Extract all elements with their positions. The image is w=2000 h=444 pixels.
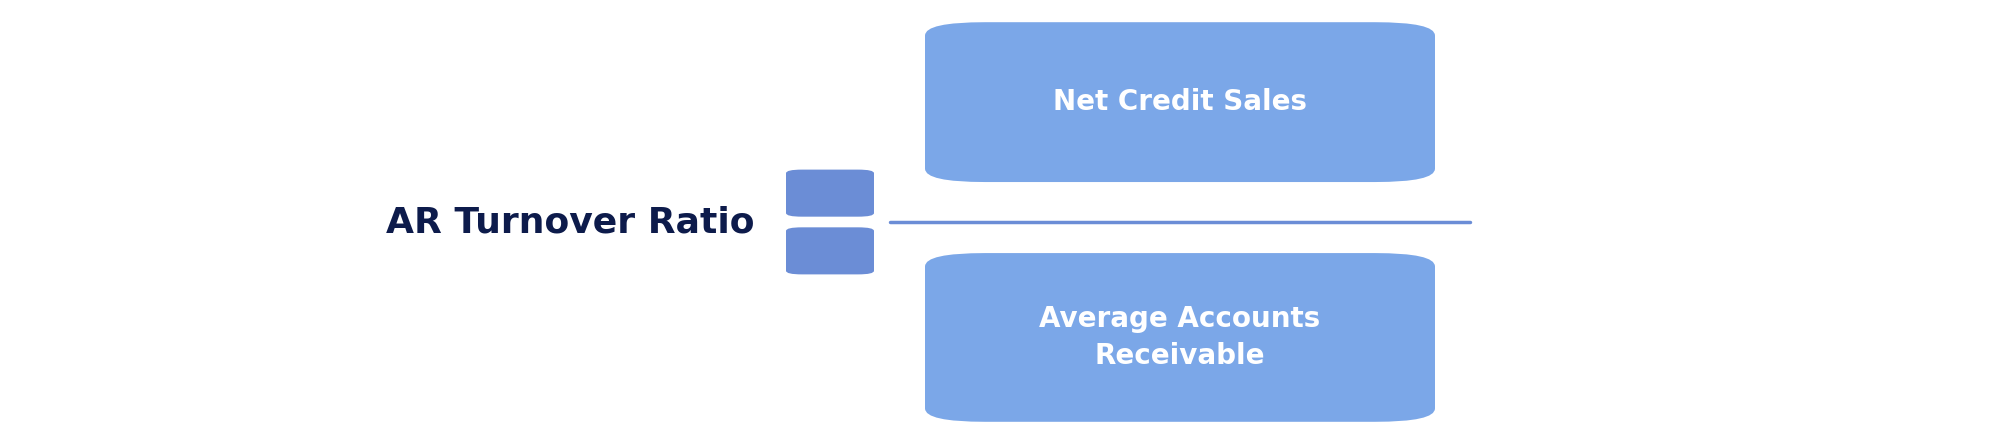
FancyBboxPatch shape — [924, 253, 1434, 422]
FancyBboxPatch shape — [924, 22, 1434, 182]
Text: AR Turnover Ratio: AR Turnover Ratio — [386, 205, 754, 239]
Text: Average Accounts
Receivable: Average Accounts Receivable — [1040, 305, 1320, 370]
FancyBboxPatch shape — [786, 170, 874, 217]
FancyBboxPatch shape — [786, 227, 874, 274]
Text: Net Credit Sales: Net Credit Sales — [1052, 88, 1308, 116]
